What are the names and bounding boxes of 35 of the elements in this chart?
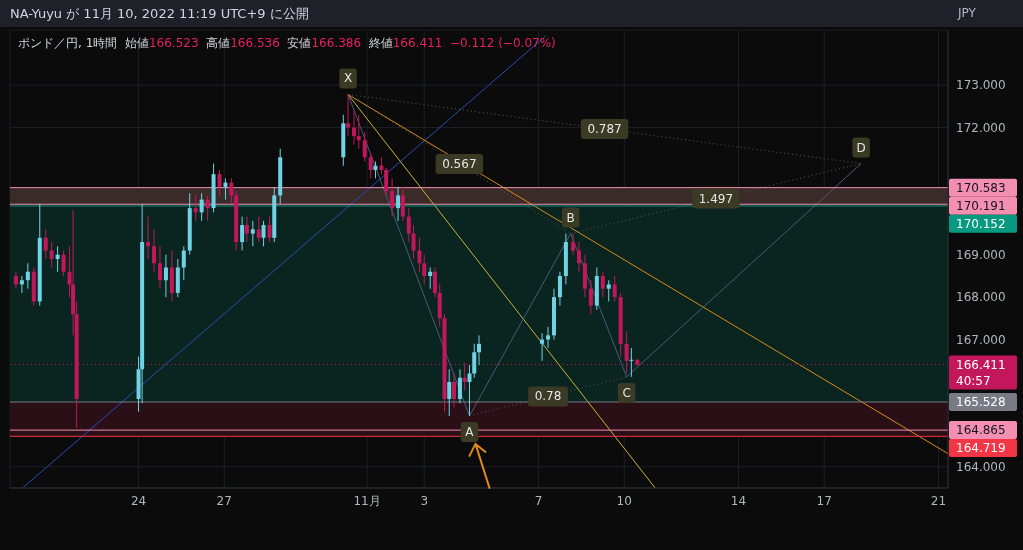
annotation: X [343,71,353,86]
x-tick-label: 17 [816,493,832,508]
ref-line-label: 165.528 [956,395,1006,409]
x-tick-label: 10 [616,493,632,508]
annotation: 1.497 [698,191,734,206]
x-tick-label: 14 [730,493,747,508]
annotation: A [465,424,475,439]
y-tick-label: 168.000 [956,290,1006,305]
ref-line-label: 170.583 [956,180,1006,195]
x-tick-label: 3 [420,493,429,508]
y-tick-label: 167.000 [956,332,1006,347]
y-tick-label: 173.000 [956,78,1006,93]
x-tick-label: 21 [930,493,947,508]
annotation: 0.787 [587,122,622,137]
annotation: B [566,210,575,225]
ref-line-label: 170.191 [956,198,1006,213]
text: 40:57 [956,373,991,388]
x-tick-label: 7 [534,493,543,508]
annotation: 0.567 [442,157,477,172]
ref-line-label: 170.152 [956,216,1006,231]
x-tick-label: 27 [216,493,232,508]
ref-line-label: 164.865 [956,423,1006,438]
ref-line-label: 166.411 [956,357,1006,372]
annotation: D [856,140,866,155]
ref-line-label: 164.719 [956,441,1006,456]
y-tick-label: 164.000 [956,460,1006,475]
annotation: C [622,385,631,400]
x-tick-label: 11月 [353,493,381,508]
y-tick-label: 169.000 [956,248,1006,263]
y-axis-title: JPY [957,5,977,20]
chart-title: NA-Yuyu が 11月 10, 2022 11:19 UTC+9 に公開 [10,6,309,21]
x-tick-label: 24 [130,493,147,508]
y-tick-label: 172.000 [956,120,1006,135]
text: ポンド／円, 1時間 始値166.523 高値166.536 安値166.386 終値166.411 −0.112 (−0.07%) [18,36,556,50]
annotation: 0.78 [534,389,562,404]
